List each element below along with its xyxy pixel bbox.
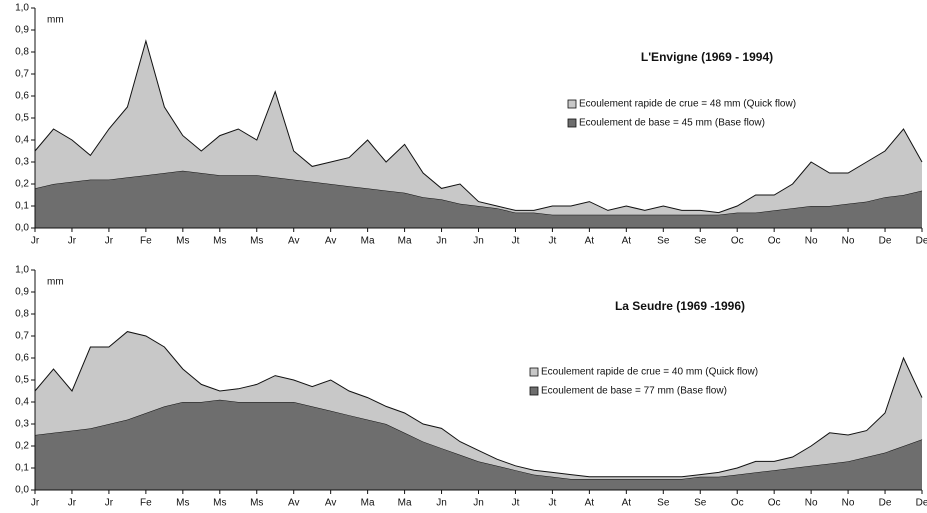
- x-tick-label: No: [805, 498, 818, 509]
- y-tick-label: 0,6: [15, 353, 29, 364]
- y-tick-label: 0,6: [15, 91, 29, 102]
- y-tick-label: 0,3: [15, 419, 29, 430]
- x-tick-label: Oc: [768, 236, 781, 247]
- area-fill: [35, 41, 922, 215]
- x-tick-label: At: [585, 236, 595, 247]
- x-tick-label: Jt: [512, 236, 520, 247]
- y-tick-label: 1,0: [15, 265, 29, 276]
- area-fill: [35, 399, 922, 490]
- legend-label: Ecoulement de base = 45 mm (Base flow): [579, 118, 765, 129]
- x-tick-label: Se: [657, 498, 670, 509]
- y-tick-label: 0,2: [15, 441, 29, 452]
- x-tick-label: Ms: [176, 236, 189, 247]
- x-tick-label: Ms: [176, 498, 189, 509]
- x-tick-label: Ma: [361, 498, 375, 509]
- area-fill: [35, 170, 922, 228]
- legend-swatch: [567, 99, 577, 109]
- legend-label: Ecoulement rapide de crue = 40 mm (Quick…: [541, 367, 758, 378]
- x-tick-label: Jr: [68, 498, 77, 509]
- y-axis-label: mm: [47, 15, 64, 26]
- x-tick-label: Jt: [512, 498, 520, 509]
- x-tick-label: No: [805, 236, 818, 247]
- x-tick-label: Ma: [398, 236, 412, 247]
- x-tick-label: Jn: [473, 236, 484, 247]
- y-tick-label: 0,7: [15, 331, 29, 342]
- x-tick-label: No: [842, 498, 855, 509]
- x-tick-label: Jr: [105, 498, 114, 509]
- y-axis-label: mm: [47, 277, 64, 288]
- x-tick-label: Jr: [31, 236, 40, 247]
- legend-label: Ecoulement rapide de crue = 48 mm (Quick…: [579, 99, 796, 110]
- y-tick-label: 0,5: [15, 113, 29, 124]
- x-tick-label: Jr: [68, 236, 77, 247]
- legend-swatch: [567, 118, 577, 128]
- y-tick-label: 0,9: [15, 287, 29, 298]
- y-tick-label: 0,5: [15, 375, 29, 386]
- x-tick-label: Jr: [31, 498, 40, 509]
- x-tick-label: Oc: [731, 236, 744, 247]
- x-tick-label: Fe: [140, 498, 152, 509]
- y-tick-label: 0,1: [15, 463, 29, 474]
- y-tick-label: 0,0: [15, 485, 29, 496]
- y-tick-label: 0,4: [15, 397, 29, 408]
- y-tick-label: 0,0: [15, 223, 29, 234]
- area-line: [34, 331, 923, 478]
- x-tick-label: Ma: [361, 236, 375, 247]
- x-tick-label: De: [879, 236, 892, 247]
- x-tick-label: Se: [694, 498, 707, 509]
- y-tick-label: 0,4: [15, 135, 29, 146]
- y-tick-label: 0,1: [15, 201, 29, 212]
- chart-title: La Seudre (1969 -1996): [615, 299, 745, 313]
- y-tick-label: 0,8: [15, 309, 29, 320]
- x-tick-label: At: [622, 236, 632, 247]
- chart-title: L'Envigne (1969 - 1994): [641, 50, 773, 64]
- y-tick-label: 0,8: [15, 47, 29, 58]
- x-tick-label: Jn: [473, 498, 484, 509]
- x-tick-label: De: [916, 236, 927, 247]
- y-tick-label: 0,9: [15, 25, 29, 36]
- y-tick-label: 0,3: [15, 157, 29, 168]
- x-tick-label: Jn: [436, 236, 447, 247]
- y-tick-label: 0,7: [15, 69, 29, 80]
- x-tick-label: Jt: [549, 236, 557, 247]
- x-tick-label: Jn: [436, 498, 447, 509]
- legend-label: Ecoulement de base = 77 mm (Base flow): [541, 386, 727, 397]
- y-tick-label: 1,0: [15, 3, 29, 14]
- x-tick-label: At: [622, 498, 632, 509]
- y-tick-label: 0,2: [15, 179, 29, 190]
- area-fill: [35, 331, 922, 479]
- x-tick-label: Ma: [398, 498, 412, 509]
- x-tick-label: Av: [288, 236, 300, 247]
- x-tick-label: Fe: [140, 236, 152, 247]
- x-tick-label: No: [842, 236, 855, 247]
- legend-swatch: [529, 367, 539, 377]
- x-tick-label: At: [585, 498, 595, 509]
- x-tick-label: Ms: [213, 236, 226, 247]
- x-tick-label: Av: [325, 236, 337, 247]
- x-tick-label: De: [879, 498, 892, 509]
- x-tick-label: Jr: [105, 236, 114, 247]
- x-tick-label: Oc: [768, 498, 781, 509]
- x-tick-label: Oc: [731, 498, 744, 509]
- area-line: [34, 39, 923, 214]
- x-tick-label: Jt: [549, 498, 557, 509]
- x-tick-label: Ms: [250, 236, 263, 247]
- x-tick-label: Av: [288, 498, 300, 509]
- x-tick-label: Ms: [213, 498, 226, 509]
- legend-swatch: [529, 386, 539, 396]
- x-tick-label: Se: [657, 236, 670, 247]
- x-tick-label: De: [916, 498, 927, 509]
- x-tick-label: Av: [325, 498, 337, 509]
- x-tick-label: Se: [694, 236, 707, 247]
- x-tick-label: Ms: [250, 498, 263, 509]
